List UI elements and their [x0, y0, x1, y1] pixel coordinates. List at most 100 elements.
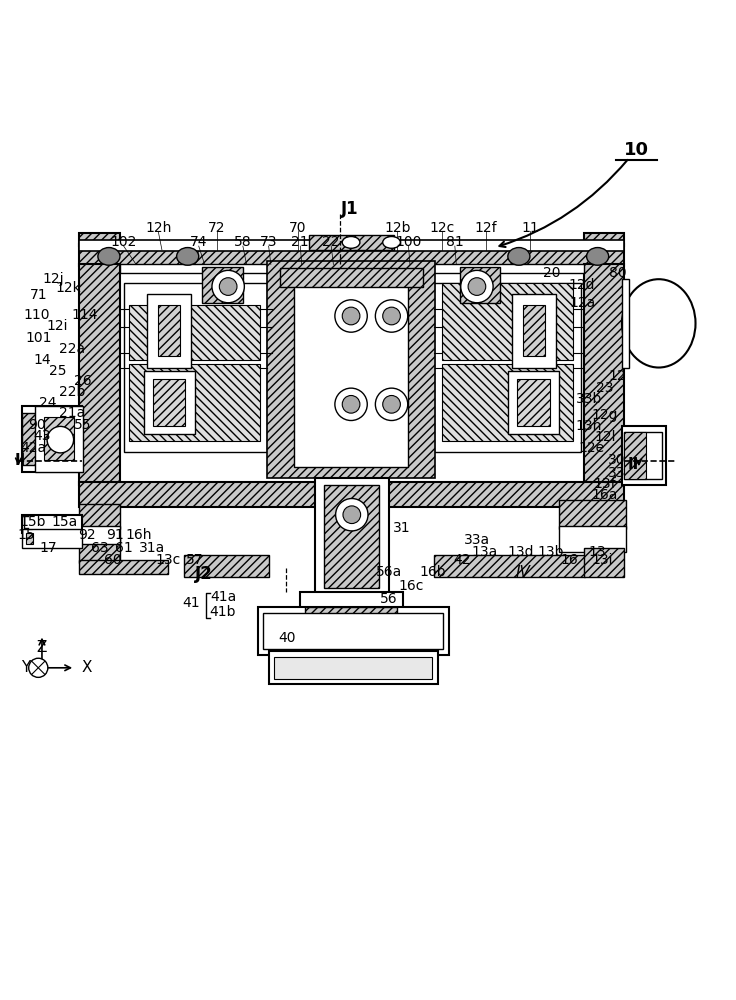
Ellipse shape — [508, 248, 530, 265]
Text: 20: 20 — [543, 266, 561, 280]
Text: 21: 21 — [291, 235, 309, 249]
Bar — [44, 417, 74, 460]
Text: 56: 56 — [380, 592, 397, 606]
Text: 14: 14 — [33, 353, 51, 367]
Ellipse shape — [47, 426, 74, 453]
Ellipse shape — [383, 395, 400, 413]
Ellipse shape — [336, 499, 368, 531]
Bar — [280, 268, 423, 287]
Bar — [22, 413, 37, 465]
Bar — [258, 607, 449, 655]
Text: 33a: 33a — [464, 533, 490, 547]
Text: 16b: 16b — [420, 565, 446, 579]
Ellipse shape — [622, 279, 696, 368]
Ellipse shape — [219, 278, 237, 295]
Text: Z: Z — [37, 640, 47, 655]
Text: 12f: 12f — [475, 221, 497, 235]
Text: 16: 16 — [560, 553, 578, 567]
Text: 70: 70 — [289, 221, 307, 235]
Text: 81: 81 — [446, 235, 464, 249]
Text: 110: 110 — [24, 308, 50, 322]
Bar — [274, 657, 432, 679]
Ellipse shape — [468, 278, 486, 295]
Bar — [584, 548, 624, 577]
Bar — [144, 371, 195, 434]
Text: 25: 25 — [49, 364, 66, 378]
Text: 15a: 15a — [52, 515, 78, 529]
Text: 42: 42 — [453, 553, 471, 567]
Bar — [184, 555, 269, 577]
Bar — [523, 305, 545, 356]
Text: 12j: 12j — [42, 272, 64, 286]
Text: 21a: 21a — [59, 406, 85, 420]
Text: 13h: 13h — [576, 419, 602, 433]
Ellipse shape — [212, 270, 244, 303]
Text: 12a: 12a — [570, 296, 596, 310]
Text: II: II — [15, 453, 26, 468]
Bar — [22, 406, 82, 472]
Ellipse shape — [335, 300, 367, 332]
Text: 92: 92 — [78, 528, 96, 542]
Ellipse shape — [342, 237, 360, 248]
Text: 13: 13 — [589, 545, 606, 559]
Bar — [79, 504, 120, 529]
Text: Y: Y — [21, 660, 30, 675]
Bar — [584, 233, 624, 246]
Ellipse shape — [383, 237, 400, 248]
Text: 12i: 12i — [46, 319, 68, 333]
Text: 55: 55 — [74, 418, 92, 432]
Ellipse shape — [343, 506, 361, 524]
Text: 13i: 13i — [591, 553, 613, 567]
Text: 13d: 13d — [508, 545, 534, 559]
Bar — [79, 233, 120, 246]
Text: 12l: 12l — [594, 430, 616, 444]
Bar — [517, 379, 550, 426]
Text: 31a: 31a — [139, 541, 166, 555]
Ellipse shape — [29, 658, 48, 677]
Bar — [559, 500, 626, 529]
Bar — [35, 406, 83, 472]
Text: 100: 100 — [395, 235, 422, 249]
Text: 90: 90 — [28, 418, 46, 432]
Bar — [120, 266, 584, 485]
Bar — [559, 526, 626, 552]
Text: 58: 58 — [234, 235, 252, 249]
Text: 57: 57 — [186, 553, 204, 567]
Bar — [324, 485, 379, 588]
Text: 12g: 12g — [592, 408, 618, 422]
Bar — [309, 235, 394, 250]
Bar — [79, 526, 120, 544]
Ellipse shape — [375, 300, 408, 332]
Text: 26: 26 — [74, 374, 92, 388]
Bar — [434, 283, 581, 452]
Bar — [26, 533, 33, 544]
Text: 30: 30 — [608, 453, 626, 467]
Text: 33b: 33b — [576, 392, 602, 406]
Bar — [624, 432, 662, 479]
Bar — [129, 305, 260, 360]
Bar — [269, 651, 438, 684]
Text: 56a: 56a — [375, 565, 402, 579]
Text: 13f: 13f — [594, 477, 616, 491]
Text: 63: 63 — [91, 541, 109, 555]
Text: 71: 71 — [29, 288, 47, 302]
Text: 13c: 13c — [155, 553, 180, 567]
Bar — [79, 560, 168, 574]
Bar — [153, 379, 185, 426]
Bar — [508, 371, 559, 434]
Text: 114: 114 — [71, 308, 98, 322]
Text: 31: 31 — [393, 521, 411, 535]
Bar — [79, 240, 624, 251]
Ellipse shape — [98, 248, 120, 265]
Ellipse shape — [342, 395, 360, 413]
Text: 102: 102 — [110, 235, 137, 249]
Text: 22: 22 — [322, 235, 340, 249]
Bar — [294, 272, 408, 467]
Text: 91: 91 — [106, 528, 124, 542]
Text: 72: 72 — [208, 221, 226, 235]
Text: 61: 61 — [115, 541, 132, 555]
Ellipse shape — [375, 388, 408, 421]
Text: 41b: 41b — [210, 605, 236, 619]
Ellipse shape — [177, 248, 199, 265]
Text: 80: 80 — [609, 266, 627, 280]
